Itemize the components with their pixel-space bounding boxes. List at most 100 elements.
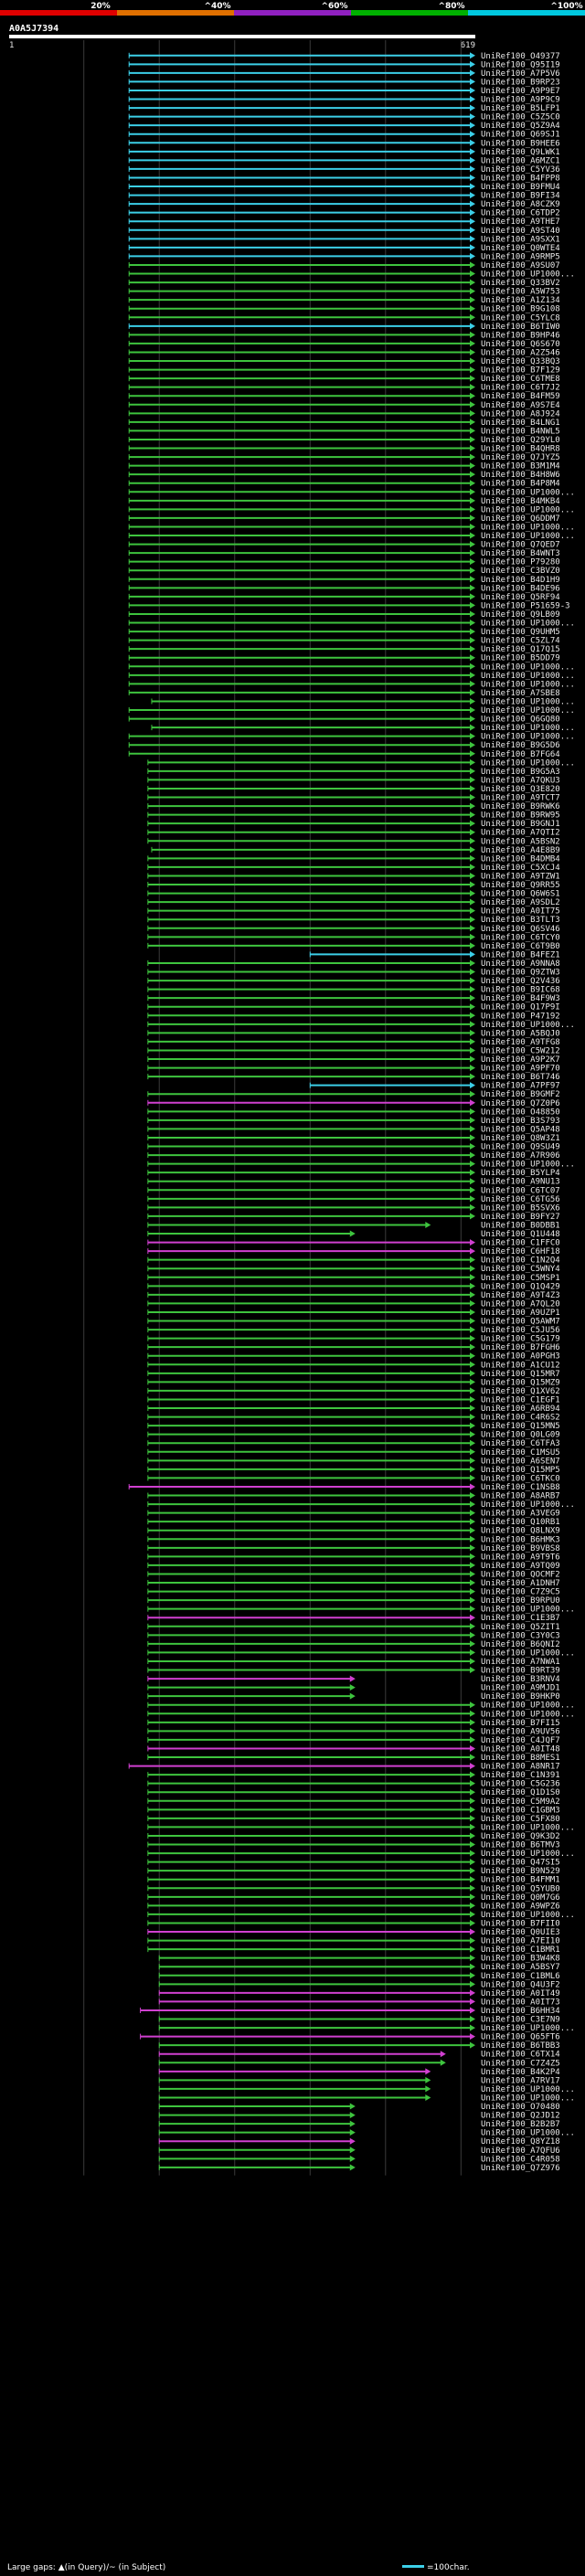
hit-label: UniRef100_B4K2P4 (481, 2068, 560, 2077)
hit-end-arrow (470, 156, 475, 164)
hit-row: UniRef100_A8NR17 (128, 1763, 560, 1772)
hit-label: UniRef100_B9HKP0 (481, 1692, 560, 1701)
hit-label: UniRef100_Q2V436 (481, 977, 560, 986)
hit-row: UniRef100_UP1000... (147, 1161, 575, 1170)
hit-label: UniRef100_Q15MN5 (481, 1422, 560, 1431)
hit-row: UniRef100_Q65FT6 (140, 2033, 560, 2042)
hit-end-arrow (470, 1902, 475, 1909)
hit-row: UniRef100_Q9LB09 (128, 610, 560, 620)
hit-label: UniRef100_A5BSY7 (481, 1963, 560, 1972)
hit-label: UniRef100_UP1000... (481, 1500, 575, 1510)
hit-label: UniRef100_A8J924 (481, 409, 560, 419)
hit-label: UniRef100_C4R6S2 (481, 1414, 560, 1423)
hit-row: UniRef100_C1N2Q4 (147, 1256, 560, 1266)
hit-label: UniRef100_C1GBM3 (481, 1806, 560, 1815)
hit-row: UniRef100_B0DBB1 (147, 1221, 560, 1230)
hit-label: UniRef100_C6TME8 (481, 375, 560, 384)
hit-row: UniRef100_B9HEE6 (128, 139, 560, 148)
hit-row: UniRef100_B6HMK3 (147, 1535, 560, 1544)
hit-end-arrow (470, 1606, 475, 1613)
hit-end-arrow (470, 2041, 475, 2049)
hit-row: UniRef100_Q6SV46 (147, 925, 560, 934)
hit-end-arrow (349, 2112, 356, 2119)
hit-label: UniRef100_B7FI15 (481, 1719, 560, 1728)
hit-row: UniRef100_B3S793 (147, 1117, 560, 1126)
hit-row: UniRef100_A0IT75 (147, 907, 560, 917)
hit-row: UniRef100_Q8LNX9 (147, 1527, 560, 1536)
hit-end-arrow (349, 1692, 356, 1700)
hit-row: UniRef100_C5G236 (147, 1780, 560, 1789)
hit-label: UniRef100_B6TIW0 (481, 323, 560, 332)
hit-label: UniRef100_B4H8W6 (481, 471, 560, 480)
hit-label: UniRef100_B6HH34 (481, 2007, 560, 2016)
hit-row: UniRef100_A7RV17 (158, 2076, 560, 2085)
hit-end-arrow (470, 488, 475, 495)
hit-row: UniRef100_Q5AP48 (147, 1125, 560, 1134)
hit-label: UniRef100_B3S793 (481, 1117, 560, 1126)
hit-row: UniRef100_A9SXX1 (128, 235, 560, 244)
hit-row: UniRef100_C5W212 (147, 1046, 560, 1055)
hit-row: UniRef100_B9RP23 (128, 78, 560, 87)
hit-label: UniRef100_Q7Z976 (481, 2164, 560, 2173)
hit-label: UniRef100_UP1000... (481, 1710, 575, 1719)
hit-label: UniRef100_C6TX14 (481, 2051, 560, 2060)
hit-label: UniRef100_B9G108 (481, 305, 560, 314)
hit-end-arrow (349, 2147, 356, 2154)
hit-end-arrow (470, 977, 475, 984)
hit-label: UniRef100_B4MKB4 (481, 497, 560, 506)
hit-label: UniRef100_Q4U3F2 (481, 1980, 560, 1989)
hit-label: UniRef100_A9TZW1 (481, 872, 560, 881)
hit-label: UniRef100_C6TG56 (481, 1195, 560, 1204)
hit-row: UniRef100_B5SVX6 (147, 1203, 560, 1213)
hit-end-arrow (349, 1684, 356, 1691)
hit-row: UniRef100_Q0M7G6 (147, 1893, 560, 1903)
hit-row: UniRef100_A9TCT7 (147, 794, 560, 803)
hit-label: UniRef100_C5YV36 (481, 165, 560, 175)
hit-end-arrow (470, 925, 475, 932)
hit-end-arrow (470, 1161, 475, 1168)
hit-end-arrow (470, 480, 475, 487)
hit-end-arrow (470, 1945, 475, 1953)
hit-end-arrow (470, 1527, 475, 1534)
hit-row: UniRef100_B9FMU4 (128, 183, 560, 192)
hit-end-arrow (470, 758, 475, 766)
hit-end-arrow (349, 2129, 356, 2136)
hit-end-arrow (470, 697, 475, 705)
hit-row: UniRef100_A9NNA8 (147, 959, 560, 969)
hit-end-arrow (349, 2137, 356, 2145)
hit-label: UniRef100_A7RV17 (481, 2076, 560, 2085)
hit-end-arrow (470, 1151, 475, 1159)
hit-row: UniRef100_A8J924 (128, 409, 560, 419)
hit-end-arrow (470, 1710, 475, 1717)
hit-label: UniRef100_C1NSB8 (481, 1483, 560, 1492)
hit-row: UniRef100_Q5RF94 (128, 593, 560, 602)
hit-label: UniRef100_Q2JD12 (481, 2112, 560, 2121)
hit-label: UniRef100_Q47SI5 (481, 1859, 560, 1868)
hit-label: UniRef100_B4D1H9 (481, 576, 560, 585)
hit-label: UniRef100_A5BQJ0 (481, 1029, 560, 1038)
hit-end-arrow (470, 139, 475, 146)
hit-row: UniRef100_UP1000... (147, 758, 575, 768)
hit-label: UniRef100_UP1000... (481, 758, 575, 768)
hit-end-arrow (470, 959, 475, 967)
hit-label: UniRef100_B4NWL5 (481, 427, 560, 436)
hit-row: UniRef100_Q7Z976 (158, 2164, 560, 2173)
hit-row: UniRef100_B4MKB4 (128, 497, 560, 506)
hit-row: UniRef100_Q0WTE4 (128, 244, 560, 253)
hit-row: UniRef100_A9P2K7 (147, 1055, 560, 1065)
hit-label: UniRef100_Q8YZ18 (481, 2137, 560, 2147)
hit-end-arrow (470, 1797, 475, 1805)
hit-end-arrow (470, 323, 475, 330)
hit-end-arrow (470, 811, 475, 819)
hit-row: UniRef100_A9S7E4 (128, 401, 560, 410)
hit-row: UniRef100_B4D1H9 (128, 576, 560, 585)
hit-label: UniRef100_A9TQ09 (481, 1562, 560, 1571)
hit-label: UniRef100_P47192 (481, 1012, 560, 1021)
hit-end-arrow (470, 1414, 475, 1421)
hit-label: UniRef100_B5SVX6 (481, 1203, 560, 1213)
hit-label: UniRef100_B9GMF2 (481, 1090, 560, 1099)
hit-label: UniRef100_B6QNI2 (481, 1640, 560, 1649)
hit-end-arrow (470, 1387, 475, 1394)
hit-end-arrow (470, 1474, 475, 1481)
hit-end-arrow (470, 1457, 475, 1464)
